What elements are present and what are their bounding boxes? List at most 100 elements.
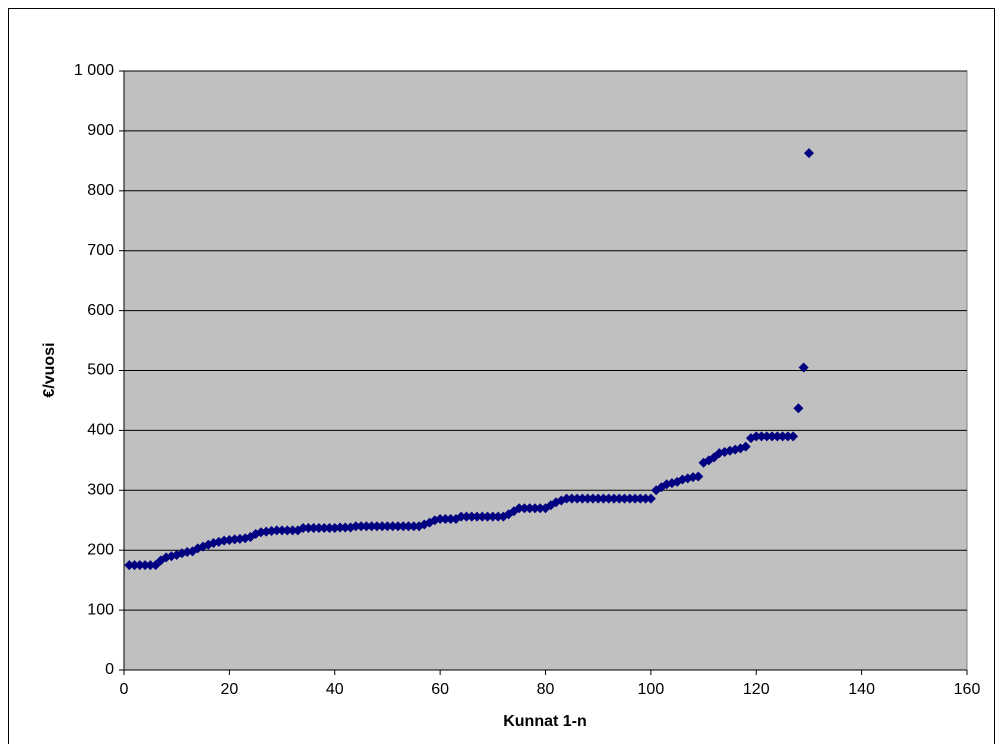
x-tick-label: 20 bbox=[220, 681, 238, 698]
point bbox=[308, 523, 319, 534]
point bbox=[640, 493, 651, 504]
point bbox=[271, 525, 282, 536]
point bbox=[129, 560, 140, 571]
point bbox=[382, 521, 393, 532]
x-tick-label: 0 bbox=[120, 681, 129, 698]
point bbox=[598, 493, 609, 504]
point bbox=[529, 503, 540, 514]
point bbox=[445, 514, 456, 525]
point bbox=[335, 522, 346, 533]
point bbox=[608, 493, 619, 504]
point bbox=[767, 431, 778, 442]
y-tick-label: 600 bbox=[87, 302, 114, 319]
y-tick-label: 700 bbox=[87, 242, 114, 259]
x-tick-label: 160 bbox=[954, 681, 981, 698]
point bbox=[319, 523, 330, 534]
point bbox=[798, 362, 809, 373]
point bbox=[788, 431, 799, 442]
point bbox=[472, 511, 483, 522]
point bbox=[493, 511, 504, 522]
point bbox=[561, 493, 572, 504]
point bbox=[377, 521, 388, 532]
point bbox=[772, 431, 783, 442]
point bbox=[645, 493, 656, 504]
x-tick-label: 40 bbox=[326, 681, 344, 698]
point bbox=[298, 523, 309, 534]
point bbox=[371, 521, 382, 532]
point bbox=[387, 521, 398, 532]
point bbox=[134, 560, 145, 571]
x-axis-label: Kunnat 1-n bbox=[503, 713, 587, 730]
point bbox=[519, 503, 530, 514]
point bbox=[124, 560, 135, 571]
point bbox=[524, 503, 535, 514]
point bbox=[303, 523, 314, 534]
point bbox=[313, 523, 324, 534]
point bbox=[477, 511, 488, 522]
point bbox=[635, 493, 646, 504]
point bbox=[535, 503, 546, 514]
point bbox=[150, 560, 161, 571]
point bbox=[793, 403, 804, 414]
x-tick-label: 100 bbox=[638, 681, 665, 698]
point bbox=[435, 514, 446, 525]
point bbox=[582, 493, 593, 504]
point bbox=[361, 521, 372, 532]
point bbox=[482, 511, 493, 522]
point bbox=[803, 148, 814, 159]
point bbox=[140, 560, 151, 571]
point bbox=[356, 521, 367, 532]
point bbox=[630, 493, 641, 504]
y-tick-label: 400 bbox=[87, 422, 114, 439]
y-tick-label: 0 bbox=[105, 661, 114, 678]
point bbox=[145, 560, 156, 571]
point bbox=[287, 525, 298, 536]
point bbox=[777, 431, 788, 442]
point bbox=[324, 523, 335, 534]
point bbox=[566, 493, 577, 504]
point bbox=[587, 493, 598, 504]
point bbox=[761, 431, 772, 442]
point bbox=[440, 514, 451, 525]
point bbox=[340, 522, 351, 533]
point bbox=[461, 511, 472, 522]
point bbox=[756, 431, 767, 442]
point bbox=[503, 509, 514, 520]
point bbox=[466, 511, 477, 522]
point bbox=[408, 521, 419, 532]
point bbox=[572, 493, 583, 504]
y-tick-label: 800 bbox=[87, 182, 114, 199]
point bbox=[740, 441, 751, 452]
point bbox=[577, 493, 588, 504]
point bbox=[282, 525, 293, 536]
x-tick-label: 60 bbox=[431, 681, 449, 698]
point bbox=[350, 521, 361, 532]
y-tick-label: 100 bbox=[87, 601, 114, 618]
x-tick-label: 140 bbox=[848, 681, 875, 698]
y-tick-label: 200 bbox=[87, 541, 114, 558]
point bbox=[456, 511, 467, 522]
y-tick-label: 1 000 bbox=[74, 62, 114, 79]
point bbox=[603, 493, 614, 504]
point bbox=[392, 521, 403, 532]
point bbox=[751, 431, 762, 442]
point bbox=[398, 521, 409, 532]
point bbox=[366, 521, 377, 532]
point bbox=[614, 493, 625, 504]
x-tick-label: 80 bbox=[537, 681, 555, 698]
point bbox=[593, 493, 604, 504]
point bbox=[487, 511, 498, 522]
point bbox=[514, 503, 525, 514]
point bbox=[619, 493, 630, 504]
y-tick-label: 900 bbox=[87, 122, 114, 139]
point bbox=[277, 525, 288, 536]
y-tick-label: 500 bbox=[87, 362, 114, 379]
point bbox=[403, 521, 414, 532]
y-axis-label: €/vuosi bbox=[41, 342, 58, 397]
point bbox=[624, 493, 635, 504]
point bbox=[782, 431, 793, 442]
x-tick-label: 120 bbox=[743, 681, 770, 698]
point bbox=[693, 471, 704, 482]
y-tick-label: 300 bbox=[87, 482, 114, 499]
